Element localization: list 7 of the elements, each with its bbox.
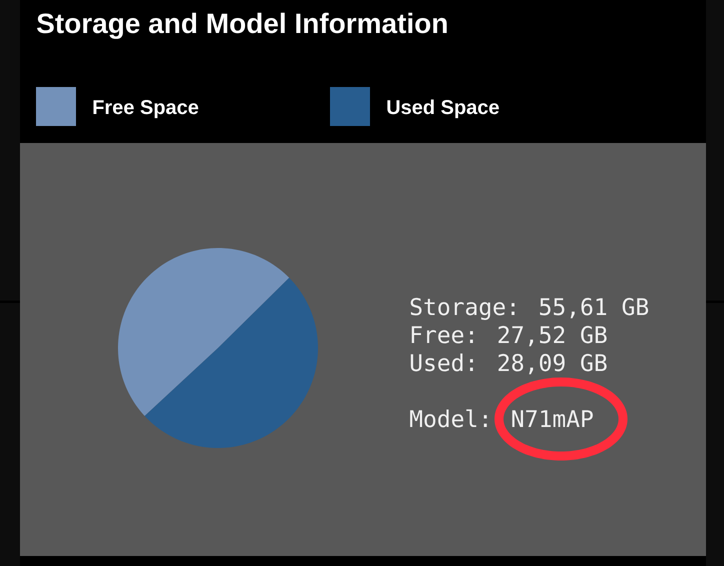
text: Model: N71mAP (410, 409, 593, 428)
text: Storage: 55,61 GB (410, 298, 648, 320)
chart-title: Storage and Model Information (37, 12, 447, 39)
text: Used: 28,09 GB (410, 354, 607, 374)
legend-label: Free Space (94, 100, 198, 118)
legend-label: Used Space (387, 100, 499, 118)
text: Free: 27,52 GB (412, 326, 607, 346)
